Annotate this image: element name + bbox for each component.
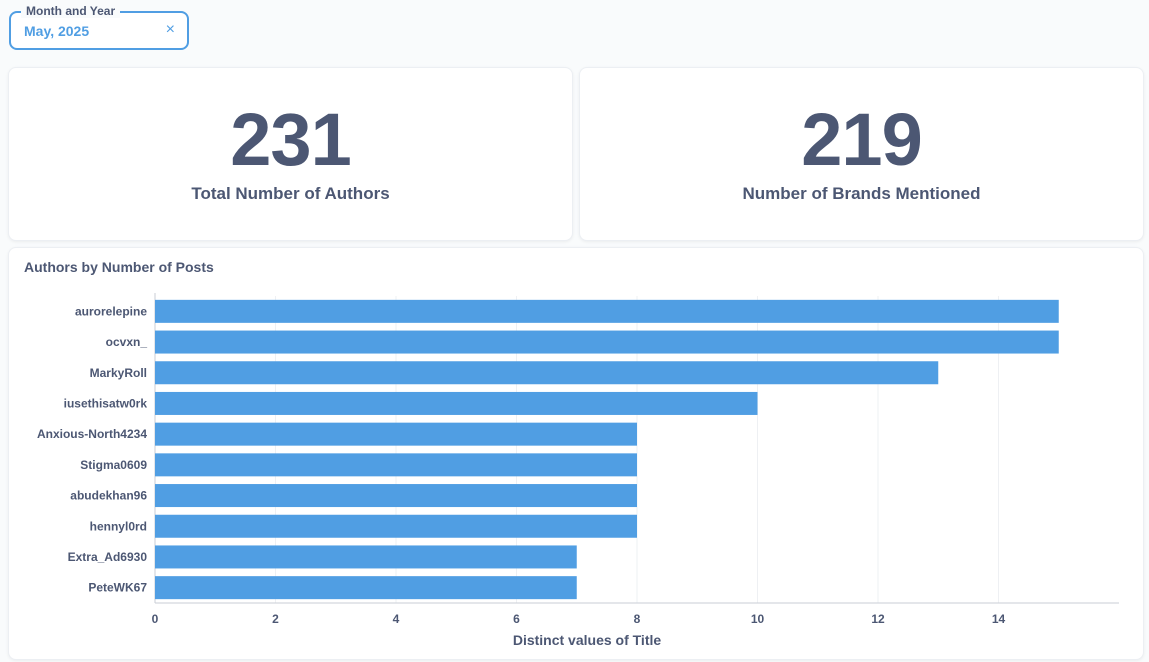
filter-value[interactable]: May, 2025 (24, 23, 90, 39)
bar[interactable] (155, 453, 637, 477)
bar[interactable] (155, 299, 1059, 323)
category-label: Anxious-North4234 (37, 427, 147, 441)
x-tick-label: 12 (871, 612, 885, 626)
x-tick-label: 6 (513, 612, 520, 626)
kpi-value: 219 (801, 98, 922, 181)
bar[interactable] (155, 361, 939, 385)
bar[interactable] (155, 330, 1059, 354)
category-label: aurorelepine (75, 304, 147, 318)
brands-mentioned-card: 219 Number of Brands Mentioned (579, 67, 1144, 241)
kpi-value: 231 (230, 98, 351, 181)
total-authors-card: 231 Total Number of Authors (8, 67, 573, 241)
bar[interactable] (155, 484, 637, 508)
category-label: Extra_Ad6930 (68, 550, 148, 564)
bar[interactable] (155, 576, 577, 600)
x-tick-label: 10 (751, 612, 765, 626)
filter-label: Month and Year (21, 4, 121, 18)
category-label: hennyl0rd (90, 519, 147, 533)
category-label: iusethisatw0rk (64, 396, 148, 410)
month-year-filter[interactable]: Month and Year May, 2025 × (9, 4, 189, 50)
authors-chart-card: Authors by Number of Posts aurorelepine o… (8, 247, 1144, 660)
x-tick-label: 8 (634, 612, 641, 626)
chart-title: Authors by Number of Posts (24, 259, 214, 275)
x-tick-label: 0 (152, 612, 159, 626)
category-label: abudekhan96 (70, 489, 147, 503)
x-axis-label: Distinct values of Title (513, 632, 662, 648)
bar[interactable] (155, 514, 637, 538)
category-label: MarkyRoll (90, 366, 147, 380)
category-label: PeteWK67 (88, 581, 147, 595)
bar[interactable] (155, 422, 637, 446)
close-icon[interactable]: × (165, 21, 175, 38)
bar-chart: aurorelepine ocvxn_ MarkyRoll iusethisatw0r… (37, 293, 1119, 648)
x-tick-label: 14 (992, 612, 1006, 626)
bar[interactable] (155, 545, 577, 569)
kpi-label: Total Number of Authors (191, 184, 390, 203)
category-label: Stigma0609 (80, 458, 147, 472)
kpi-label: Number of Brands Mentioned (742, 184, 981, 203)
x-tick-label: 2 (272, 612, 279, 626)
x-tick-label: 4 (393, 612, 400, 626)
category-label: ocvxn_ (106, 335, 148, 349)
bar[interactable] (155, 391, 758, 415)
